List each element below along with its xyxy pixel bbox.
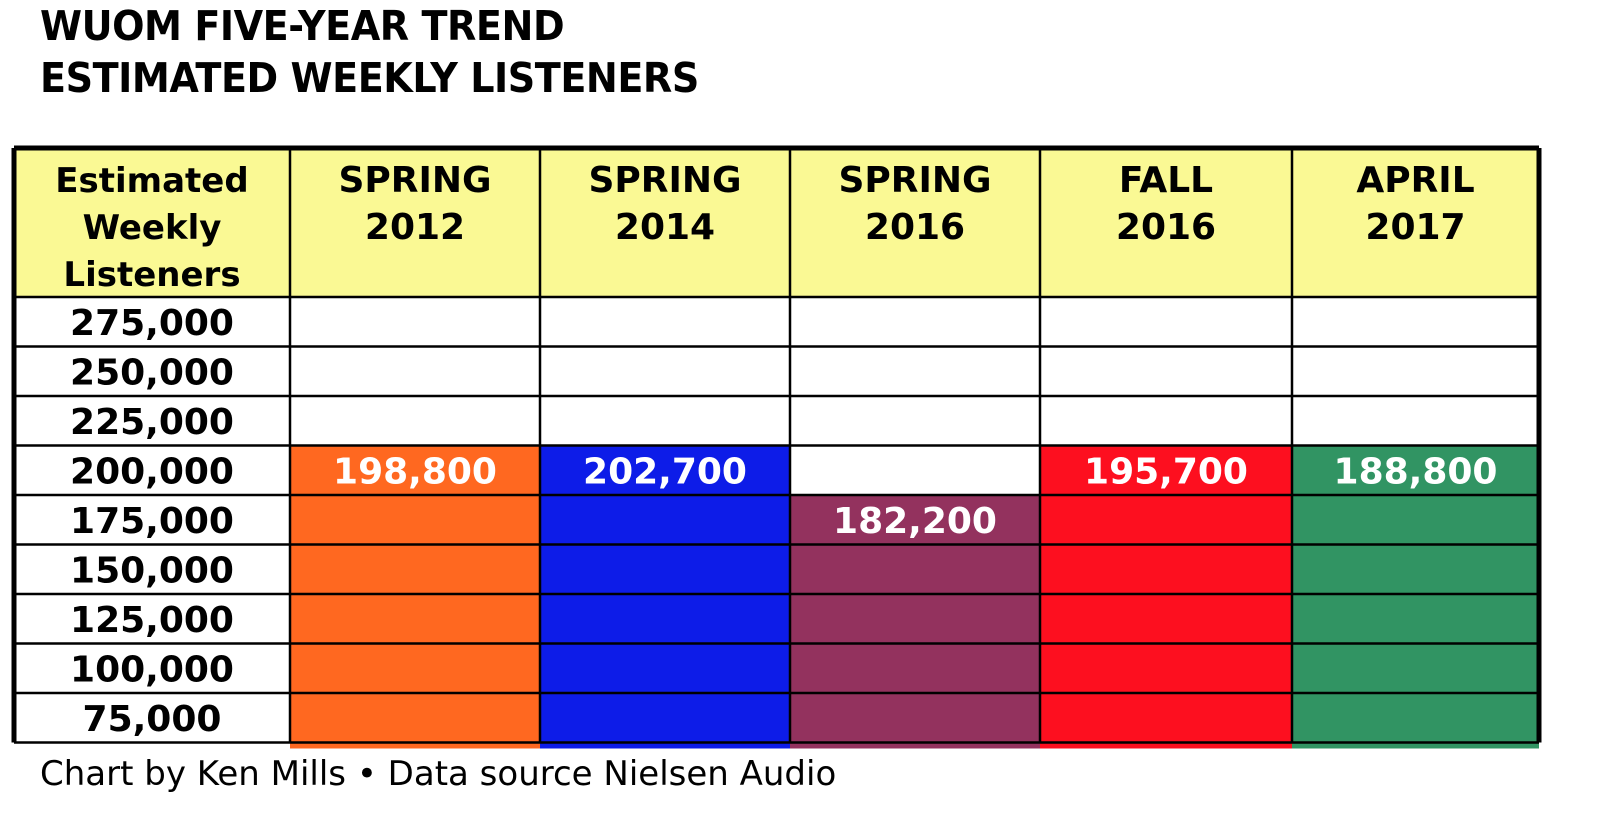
y-tick-label: 150,000 — [70, 550, 234, 591]
row-header-label: Listeners — [63, 255, 240, 295]
y-tick-label: 75,000 — [83, 699, 222, 740]
series-header-label: SPRING — [338, 160, 491, 201]
chart-credit: Chart by Ken Mills • Data source Nielsen… — [40, 754, 837, 794]
series-header-label: SPRING — [588, 160, 741, 201]
series-header-label: 2012 — [365, 207, 465, 248]
title-line-1: WUOM FIVE-YEAR TREND — [40, 2, 565, 50]
bar-3 — [790, 495, 1040, 749]
data-label-4: 195,700 — [1084, 451, 1248, 492]
series-header-label: SPRING — [838, 160, 991, 201]
series-header-label: 2016 — [1116, 207, 1216, 248]
y-tick-label: 225,000 — [70, 402, 234, 443]
y-tick-label: 100,000 — [70, 649, 234, 690]
series-header-label: 2017 — [1365, 207, 1465, 248]
y-tick-label: 275,000 — [70, 303, 234, 344]
series-header-label: APRIL — [1356, 160, 1474, 201]
data-label-2: 202,700 — [583, 451, 747, 492]
row-header-label: Weekly — [83, 208, 222, 248]
title-line-2: ESTIMATED WEEKLY LISTENERS — [40, 54, 699, 102]
data-label-1: 198,800 — [333, 451, 497, 492]
y-tick-label: 250,000 — [70, 352, 234, 393]
data-label-5: 188,800 — [1334, 451, 1498, 492]
y-tick-label: 200,000 — [70, 451, 234, 492]
series-header-label: FALL — [1119, 160, 1213, 201]
series-header-label: 2014 — [615, 207, 715, 248]
data-label-3: 182,200 — [833, 501, 997, 542]
y-tick-label: 175,000 — [70, 501, 234, 542]
series-header-label: 2016 — [865, 207, 965, 248]
y-tick-label: 125,000 — [70, 600, 234, 641]
header-band — [14, 148, 1539, 297]
row-header-label: Estimated — [55, 161, 248, 201]
chart-title: WUOM FIVE-YEAR TREND ESTIMATED WEEKLY LI… — [40, 0, 699, 104]
